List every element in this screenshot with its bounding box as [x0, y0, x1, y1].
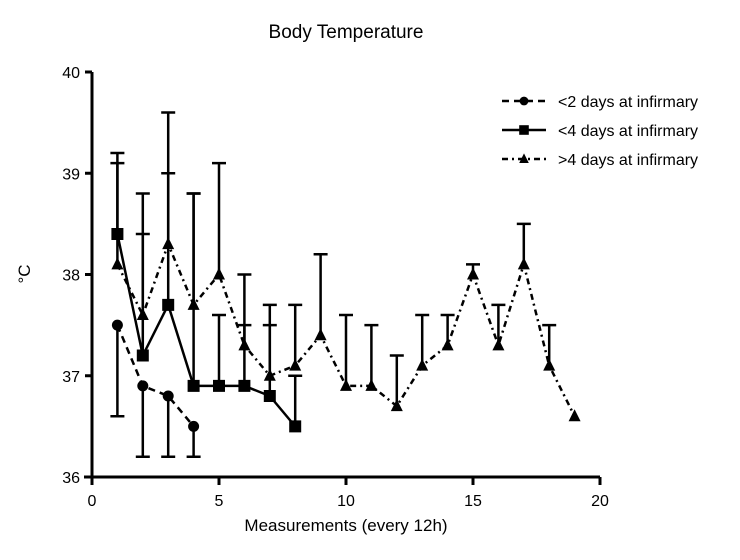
triangle-marker: [111, 257, 124, 270]
triangle-marker: [543, 358, 556, 371]
triangle-marker: [390, 399, 403, 412]
square-marker: [111, 228, 124, 240]
triangle-marker: [213, 267, 225, 280]
square-marker: [289, 420, 302, 433]
x-tick-label: 20: [591, 493, 609, 510]
square-marker: [162, 298, 175, 311]
circle-marker: [162, 390, 174, 402]
x-tick-label: 15: [464, 493, 482, 510]
y-tick-label: 37: [62, 369, 80, 386]
triangle-marker: [519, 153, 529, 163]
series-markers: [111, 228, 581, 433]
x-tick-label: 10: [337, 493, 355, 510]
triangle-marker: [441, 338, 454, 351]
triangle-marker: [238, 338, 251, 351]
circle-marker: [519, 96, 529, 106]
circle-marker: [137, 380, 149, 392]
legend-label: >4 days at infirmary: [558, 152, 698, 169]
legend-label: <4 days at infirmary: [558, 123, 698, 140]
y-tick-label: 40: [62, 65, 80, 82]
series-line: [116, 324, 195, 428]
triangle-marker: [340, 378, 352, 391]
error-bars: [110, 111, 557, 458]
square-marker: [136, 349, 149, 362]
square-marker: [238, 379, 251, 392]
square-marker: [519, 125, 529, 135]
legend: <2 days at infirmary <4 days at infirmary…: [502, 94, 698, 169]
triangle-marker: [517, 257, 530, 270]
y-axis-label: °C: [15, 264, 34, 283]
y-tick-label: 36: [62, 470, 80, 487]
triangle-marker: [136, 308, 149, 320]
triangle-marker: [492, 338, 505, 351]
square-marker: [213, 379, 225, 392]
circle-marker: [111, 319, 123, 331]
triangle-marker: [289, 358, 302, 371]
x-tick-label: 0: [88, 493, 97, 510]
axes: 36 37 38 39 40 0 5 10 15 20: [62, 65, 609, 510]
square-marker: [263, 390, 276, 402]
triangle-marker: [162, 237, 175, 250]
triangle-marker: [365, 378, 378, 391]
chart-title: Body Temperature: [269, 22, 424, 43]
triangle-marker: [568, 409, 581, 422]
circle-marker: [188, 420, 200, 432]
triangle-marker: [467, 267, 479, 280]
triangle-marker: [416, 358, 429, 371]
x-axis-label: Measurements (every 12h): [244, 516, 447, 535]
legend-label: <2 days at infirmary: [558, 94, 698, 111]
square-marker: [187, 379, 200, 392]
triangle-marker: [314, 328, 327, 341]
y-tick-label: 39: [62, 166, 80, 183]
triangle-marker: [263, 368, 276, 381]
y-tick-label: 38: [62, 268, 80, 285]
triangle-marker: [187, 297, 200, 310]
x-tick-label: 5: [215, 493, 224, 510]
